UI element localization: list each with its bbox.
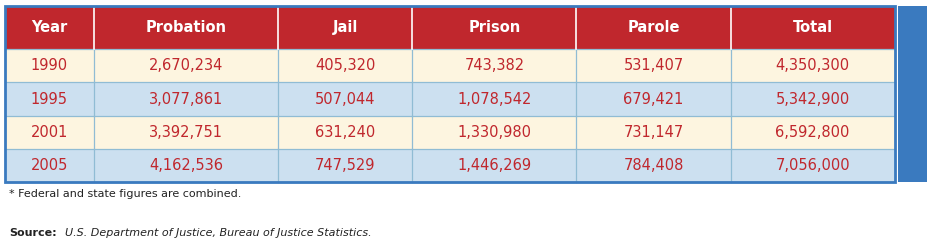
Text: U.S. Department of Justice, Bureau of Justice Statistics.: U.S. Department of Justice, Bureau of Ju… xyxy=(58,228,372,238)
Text: Total: Total xyxy=(792,20,832,35)
Text: 531,407: 531,407 xyxy=(624,58,684,73)
Text: 3,077,861: 3,077,861 xyxy=(149,92,224,107)
Text: 2,670,234: 2,670,234 xyxy=(149,58,224,73)
Text: 1,446,269: 1,446,269 xyxy=(458,158,531,173)
Text: * Federal and state figures are combined.: * Federal and state figures are combined… xyxy=(9,189,241,200)
Text: Prison: Prison xyxy=(468,20,521,35)
Text: 1990: 1990 xyxy=(31,58,68,73)
Bar xyxy=(5,6,895,182)
Bar xyxy=(5,82,895,116)
Text: 784,408: 784,408 xyxy=(624,158,684,173)
Text: 3,392,751: 3,392,751 xyxy=(149,125,223,140)
Text: 731,147: 731,147 xyxy=(624,125,684,140)
Text: 2001: 2001 xyxy=(31,125,68,140)
Text: 2005: 2005 xyxy=(31,158,68,173)
Bar xyxy=(5,149,895,182)
Text: Probation: Probation xyxy=(145,20,226,35)
Text: 507,044: 507,044 xyxy=(315,92,376,107)
Text: Source:: Source: xyxy=(9,228,57,238)
Text: 747,529: 747,529 xyxy=(315,158,376,173)
Text: 5,342,900: 5,342,900 xyxy=(775,92,850,107)
Text: 4,350,300: 4,350,300 xyxy=(775,58,850,73)
Text: Parole: Parole xyxy=(627,20,679,35)
Text: 6,592,800: 6,592,800 xyxy=(775,125,850,140)
Text: Year: Year xyxy=(32,20,67,35)
Bar xyxy=(5,49,895,82)
Text: Jail: Jail xyxy=(333,20,358,35)
Text: 1995: 1995 xyxy=(31,92,68,107)
Text: 679,421: 679,421 xyxy=(624,92,684,107)
Text: 743,382: 743,382 xyxy=(464,58,525,73)
Text: 7,056,000: 7,056,000 xyxy=(775,158,850,173)
Text: 1,078,542: 1,078,542 xyxy=(458,92,531,107)
Text: 631,240: 631,240 xyxy=(315,125,376,140)
Text: 1,330,980: 1,330,980 xyxy=(458,125,531,140)
Bar xyxy=(898,6,927,182)
Bar xyxy=(5,6,895,49)
Text: 405,320: 405,320 xyxy=(315,58,376,73)
Bar xyxy=(5,116,895,149)
Text: 4,162,536: 4,162,536 xyxy=(149,158,223,173)
